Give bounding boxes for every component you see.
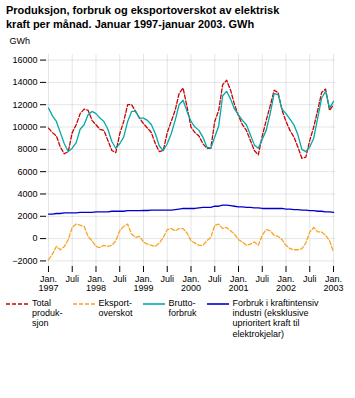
svg-text:16000: 16000 — [12, 54, 37, 64]
html-text:Brutto- forbruk: Brutto- forbruk — [168, 297, 197, 318]
svg-text:10000: 10000 — [12, 121, 37, 131]
svg-text:14000: 14000 — [12, 77, 37, 87]
svg-text:Jan.1997: Jan.1997 — [38, 273, 58, 292]
svg-text:Jan.2001: Jan.2001 — [228, 273, 248, 292]
svg-text:Jan.2003: Jan.2003 — [324, 273, 344, 292]
html-text:Forbruk i kraftintensiv indust: Forbruk i kraftintensiv industri (eksklu… — [232, 297, 319, 339]
svg-text:Jan.1999: Jan.1999 — [133, 273, 153, 292]
svg-text:2000: 2000 — [17, 211, 37, 221]
svg-text:4000: 4000 — [17, 188, 37, 198]
html-text:Eksport- overskot: Eksport- overskot — [98, 297, 133, 318]
svg-text:Juli: Juli — [113, 273, 127, 283]
svg-text:Juli: Juli — [208, 273, 222, 283]
svg-text:Juli: Juli — [256, 273, 270, 283]
html-text:Total produk- sjon: Total produk- sjon — [32, 297, 63, 329]
svg-text:6000: 6000 — [17, 166, 37, 176]
svg-text:Jan.2002: Jan.2002 — [276, 273, 296, 292]
svg-text:Juli: Juli — [160, 273, 174, 283]
svg-text:Jan.1998: Jan.1998 — [86, 273, 106, 292]
svg-text:Juli: Juli — [65, 273, 79, 283]
svg-text:Juli: Juli — [303, 273, 317, 283]
svg-text:8000: 8000 — [17, 144, 37, 154]
svg-text:Jan.2000: Jan.2000 — [181, 273, 201, 292]
svg-text:12000: 12000 — [12, 99, 37, 109]
svg-text:0: 0 — [32, 233, 37, 243]
svg-text:−2000: −2000 — [12, 255, 37, 265]
svg-text:GWh: GWh — [10, 35, 31, 45]
html-text:Produksjon, forbruk og eksport: Produksjon, forbruk og eksportoverskot a… — [6, 4, 280, 30]
